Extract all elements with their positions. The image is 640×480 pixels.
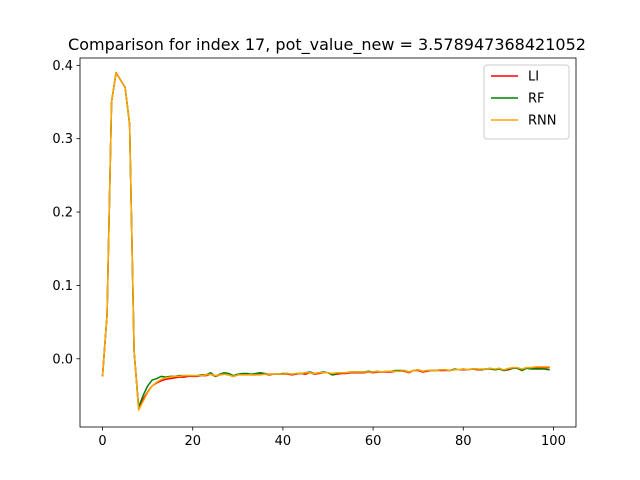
legend: LI RF RNN bbox=[483, 64, 570, 140]
plot-frame bbox=[79, 57, 577, 428]
x-tick-label: 60 bbox=[365, 434, 382, 449]
y-tick-label: 0.3 bbox=[52, 132, 73, 147]
x-tick-label: 100 bbox=[541, 434, 566, 449]
series-line-rnn bbox=[101, 71, 550, 411]
x-tick-label: 0 bbox=[98, 434, 106, 449]
x-tick-label: 20 bbox=[184, 434, 201, 449]
x-tick-label: 40 bbox=[275, 434, 292, 449]
series-layer bbox=[101, 71, 550, 411]
y-tick-label: 0.1 bbox=[52, 279, 73, 294]
legend-label-rnn: RNN bbox=[528, 114, 556, 129]
axes-layer: 0 20 40 60 80 100 0.0 0.1 0.2 0.3 0.4 bbox=[52, 57, 577, 449]
y-tick-label: 0.4 bbox=[52, 59, 73, 74]
legend-label-li: LI bbox=[528, 70, 539, 85]
legend-label-rf: RF bbox=[528, 92, 545, 107]
chart-title: Comparison for index 17, pot_value_new =… bbox=[68, 35, 586, 55]
y-tick-label: 0.2 bbox=[52, 206, 73, 221]
x-tick-label: 80 bbox=[455, 434, 472, 449]
y-tick-label: 0.0 bbox=[52, 352, 73, 367]
